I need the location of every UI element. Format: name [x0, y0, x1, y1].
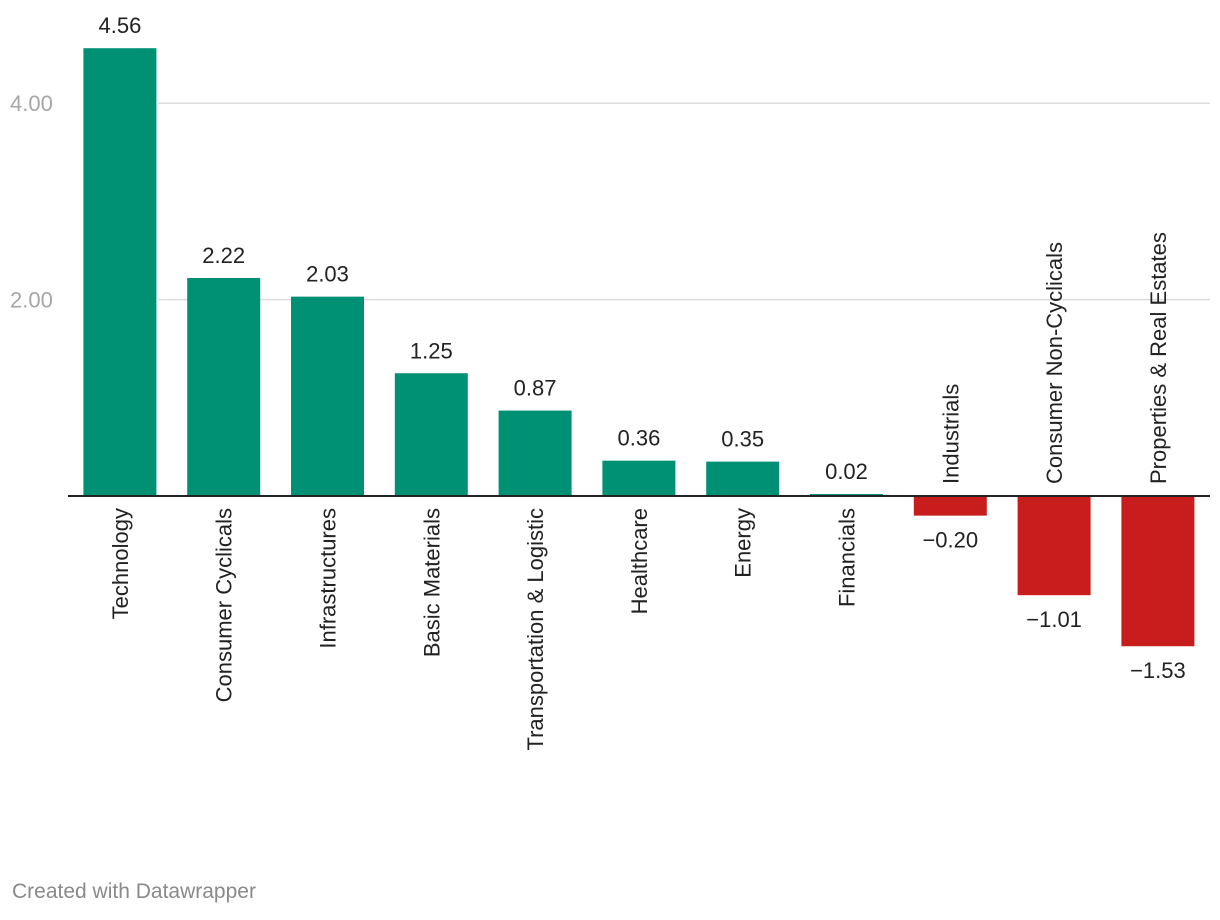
bar	[187, 277, 261, 496]
bar	[498, 410, 572, 496]
category-label: Transportation & Logistic	[523, 508, 548, 751]
bar	[291, 296, 364, 496]
value-label: 0.02	[825, 459, 868, 484]
category-label: Healthcare	[627, 508, 652, 614]
y-tick-label: 4.00	[10, 91, 53, 116]
bar	[83, 48, 157, 496]
bars	[83, 48, 1195, 647]
value-label: −1.01	[1026, 607, 1082, 632]
value-label: 0.35	[721, 427, 764, 452]
value-label: 2.03	[306, 262, 349, 287]
value-label: −0.20	[922, 528, 978, 553]
value-label: 0.36	[617, 426, 660, 451]
value-label: 2.22	[202, 243, 245, 268]
bar	[1121, 496, 1195, 647]
bar	[706, 461, 780, 496]
category-label: Energy	[731, 508, 756, 578]
value-label: 4.56	[98, 13, 141, 38]
category-label: Basic Materials	[419, 508, 444, 657]
value-label: −1.53	[1130, 658, 1186, 683]
datawrapper-credit: Created with Datawrapper	[12, 880, 256, 903]
category-label: Technology	[108, 508, 133, 619]
category-label: Infrastructures	[316, 508, 341, 649]
value-label: 0.87	[514, 376, 557, 401]
bar	[1017, 496, 1091, 596]
category-label: Consumer Non-Cyclicals	[1042, 242, 1067, 484]
category-label: Consumer Cyclicals	[212, 508, 237, 702]
category-label: Industrials	[938, 384, 963, 484]
category-label: Financials	[835, 508, 860, 607]
category-label: Properties & Real Estates	[1146, 232, 1171, 484]
labels: 4.56 Technology 2.22 Consumer Cyclicals 2.03…	[98, 13, 1185, 750]
bar	[913, 496, 987, 516]
y-tick-label: 2.00	[10, 288, 53, 313]
bar	[602, 460, 676, 496]
bar	[394, 373, 468, 496]
value-label: 1.25	[410, 338, 453, 363]
